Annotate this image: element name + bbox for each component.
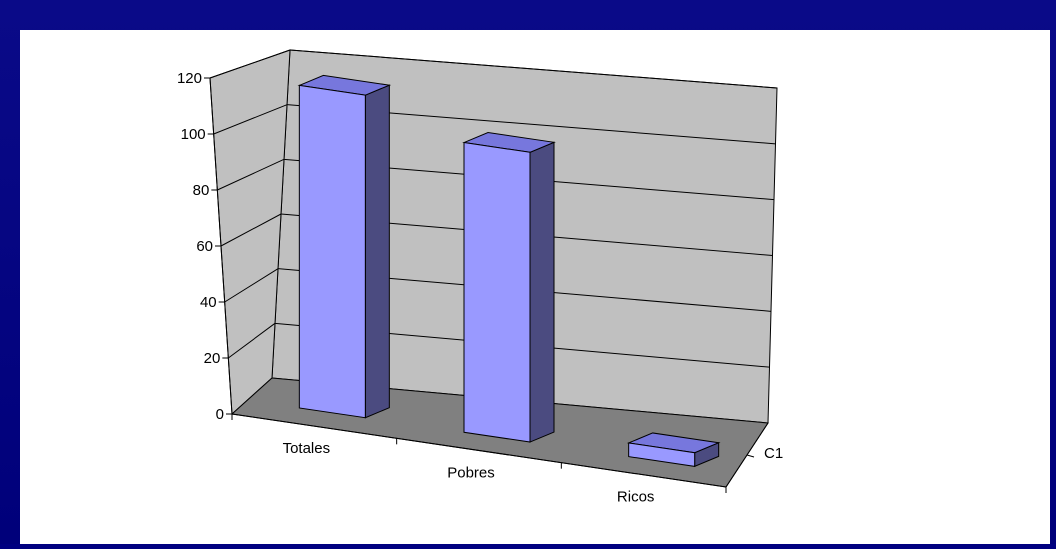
x-tick-label: Totales <box>283 440 331 457</box>
gridline-side <box>224 268 279 303</box>
bar-side-face <box>364 84 390 419</box>
bar-front-face <box>463 141 531 443</box>
bars <box>297 74 721 468</box>
x-tick-labels: Totales Pobres Ricos <box>231 414 727 506</box>
chart-panel: 0 20 40 60 80 100 120 Totales Pobres Ricos C1 <box>20 30 1050 544</box>
gridline-side <box>217 158 285 191</box>
bar-front-face <box>298 84 366 419</box>
depth-label: C1 <box>764 445 783 462</box>
y-tick-label: 60 <box>196 238 213 255</box>
y-tick-label: 40 <box>200 294 217 311</box>
bar-ricos <box>626 432 721 468</box>
gridline-side <box>228 322 276 359</box>
depth-labels: C1 <box>746 445 783 462</box>
x-axis <box>231 413 727 488</box>
y-tick-labels: 0 20 40 60 80 100 120 <box>177 70 232 423</box>
gridline-side <box>220 213 282 247</box>
gridline-back <box>289 49 778 89</box>
y-tick-label: 0 <box>216 406 224 423</box>
y-tick-label: 80 <box>193 182 210 199</box>
y-tick-label: 20 <box>204 350 221 367</box>
bar-front-face <box>628 442 696 467</box>
y-tick-label: 120 <box>177 70 202 87</box>
bar-totales <box>297 74 392 419</box>
chart-3d-column: 0 20 40 60 80 100 120 Totales Pobres Ricos C1 <box>177 49 783 506</box>
gridline-side <box>209 49 291 79</box>
x-tick-label: Ricos <box>617 489 655 506</box>
bar-pobres <box>462 132 556 443</box>
depth-tick-mark <box>746 454 755 458</box>
y-tick-label: 100 <box>181 126 206 143</box>
bar-side-face <box>529 141 555 443</box>
x-tick-label: Pobres <box>447 464 495 481</box>
gridline-side <box>213 104 288 135</box>
